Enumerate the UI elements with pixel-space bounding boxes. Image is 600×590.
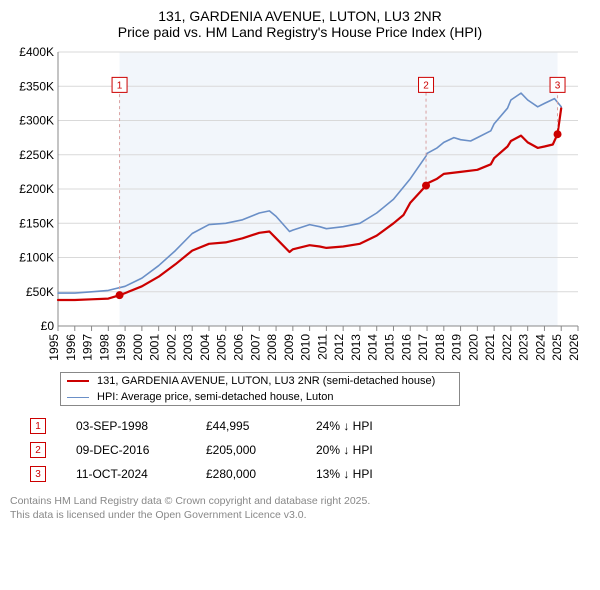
sale-diff: 13% ↓ HPI xyxy=(316,467,426,481)
svg-text:£350K: £350K xyxy=(19,79,54,93)
svg-text:£150K: £150K xyxy=(19,216,54,230)
sales-row: 3 11-OCT-2024 £280,000 13% ↓ HPI xyxy=(30,462,590,486)
svg-text:2001: 2001 xyxy=(148,334,162,361)
svg-text:2017: 2017 xyxy=(416,334,430,361)
svg-text:£200K: £200K xyxy=(19,182,54,196)
svg-text:2010: 2010 xyxy=(299,334,313,361)
svg-text:1998: 1998 xyxy=(97,334,111,361)
chart-svg: £0 £50K £100K £150K £200K £250K £300K £350K £400… xyxy=(10,46,590,366)
svg-text:2002: 2002 xyxy=(164,334,178,361)
legend-item-price-paid: 131, GARDENIA AVENUE, LUTON, LU3 2NR (se… xyxy=(61,373,459,389)
svg-text:£300K: £300K xyxy=(19,114,54,128)
svg-text:2: 2 xyxy=(423,80,429,91)
sales-row: 2 09-DEC-2016 £205,000 20% ↓ HPI xyxy=(30,438,590,462)
svg-text:2006: 2006 xyxy=(232,334,246,361)
legend-label-price-paid: 131, GARDENIA AVENUE, LUTON, LU3 2NR (se… xyxy=(97,375,435,387)
svg-text:1997: 1997 xyxy=(81,334,95,361)
svg-text:2018: 2018 xyxy=(433,334,447,361)
attribution-line-1: Contains HM Land Registry data © Crown c… xyxy=(10,494,590,508)
svg-text:2003: 2003 xyxy=(181,334,195,361)
sale-date: 03-SEP-1998 xyxy=(76,419,206,433)
sale-price: £205,000 xyxy=(206,443,316,457)
svg-text:3: 3 xyxy=(555,80,561,91)
sales-table: 1 03-SEP-1998 £44,995 24% ↓ HPI 2 09-DEC… xyxy=(30,414,590,486)
svg-text:1995: 1995 xyxy=(47,334,61,361)
svg-text:2009: 2009 xyxy=(282,334,296,361)
svg-text:2013: 2013 xyxy=(349,334,363,361)
sale-diff: 20% ↓ HPI xyxy=(316,443,426,457)
title-line-1: 131, GARDENIA AVENUE, LUTON, LU3 2NR xyxy=(10,8,590,24)
legend-swatch-hpi xyxy=(67,397,89,398)
chart-title: 131, GARDENIA AVENUE, LUTON, LU3 2NR Pri… xyxy=(10,8,590,40)
svg-text:1996: 1996 xyxy=(64,334,78,361)
svg-text:2015: 2015 xyxy=(382,334,396,361)
price-chart: £0 £50K £100K £150K £200K £250K £300K £350K £400… xyxy=(10,46,590,366)
svg-text:2021: 2021 xyxy=(483,334,497,361)
sale-price: £44,995 xyxy=(206,419,316,433)
svg-text:2004: 2004 xyxy=(198,334,212,361)
sale-marker-icon: 1 xyxy=(30,418,46,434)
svg-text:£50K: £50K xyxy=(26,285,54,299)
legend-label-hpi: HPI: Average price, semi-detached house,… xyxy=(97,391,333,403)
sale-diff: 24% ↓ HPI xyxy=(316,419,426,433)
svg-text:2026: 2026 xyxy=(567,334,581,361)
legend: 131, GARDENIA AVENUE, LUTON, LU3 2NR (se… xyxy=(60,372,460,406)
svg-text:2011: 2011 xyxy=(315,334,329,360)
svg-text:£100K: £100K xyxy=(19,251,54,265)
svg-text:1: 1 xyxy=(117,80,123,91)
sale-date: 11-OCT-2024 xyxy=(76,467,206,481)
svg-text:2020: 2020 xyxy=(466,334,480,361)
attribution: Contains HM Land Registry data © Crown c… xyxy=(10,494,590,522)
svg-text:2023: 2023 xyxy=(517,334,531,361)
svg-text:1999: 1999 xyxy=(114,334,128,361)
svg-text:2016: 2016 xyxy=(399,334,413,361)
sale-marker-icon: 2 xyxy=(30,442,46,458)
svg-text:2012: 2012 xyxy=(332,334,346,361)
sale-price: £280,000 xyxy=(206,467,316,481)
attribution-line-2: This data is licensed under the Open Gov… xyxy=(10,508,590,522)
title-line-2: Price paid vs. HM Land Registry's House … xyxy=(10,24,590,40)
svg-text:£0: £0 xyxy=(41,319,55,333)
svg-text:£250K: £250K xyxy=(19,148,54,162)
svg-text:2000: 2000 xyxy=(131,334,145,361)
svg-text:2025: 2025 xyxy=(550,334,564,361)
svg-text:2014: 2014 xyxy=(366,334,380,361)
svg-text:2008: 2008 xyxy=(265,334,279,361)
svg-text:2019: 2019 xyxy=(450,334,464,361)
legend-swatch-price-paid xyxy=(67,380,89,382)
legend-item-hpi: HPI: Average price, semi-detached house,… xyxy=(61,389,459,405)
sales-row: 1 03-SEP-1998 £44,995 24% ↓ HPI xyxy=(30,414,590,438)
svg-text:2007: 2007 xyxy=(248,334,262,361)
svg-text:£400K: £400K xyxy=(19,46,54,59)
sale-marker-icon: 3 xyxy=(30,466,46,482)
sale-date: 09-DEC-2016 xyxy=(76,443,206,457)
svg-text:2022: 2022 xyxy=(500,334,514,361)
svg-text:2024: 2024 xyxy=(533,334,547,361)
svg-text:2005: 2005 xyxy=(215,334,229,361)
